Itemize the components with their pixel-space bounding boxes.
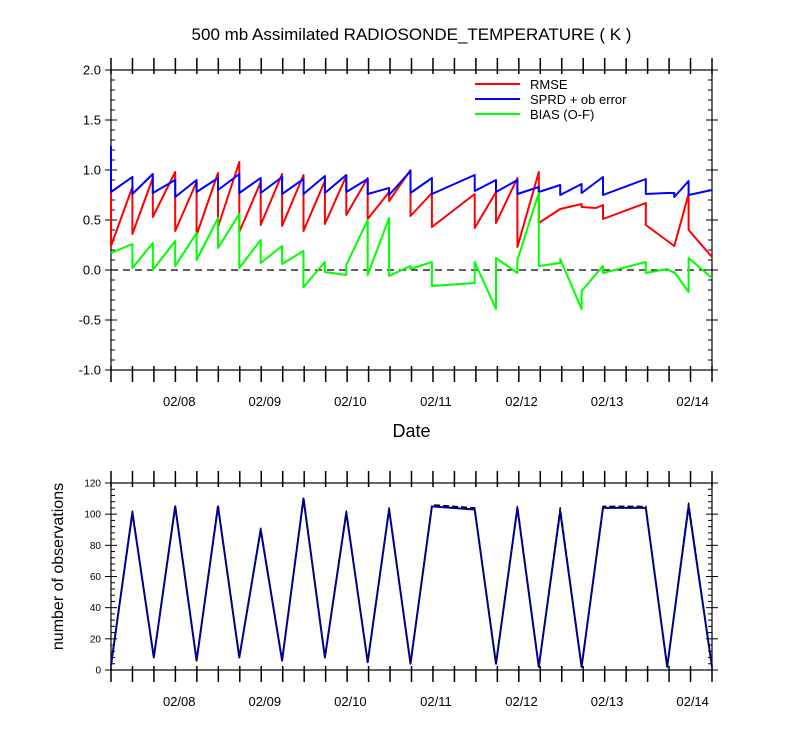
y-tick-label: 60 (90, 572, 102, 583)
x-axis-label: Date (392, 421, 430, 441)
y-tick-label: 80 (90, 541, 102, 552)
x-tick-label: 02/09 (249, 694, 282, 709)
legend-label: BIAS (O-F) (530, 107, 594, 122)
y-tick-label: 1.0 (83, 163, 101, 178)
y-tick-label: 2.0 (83, 63, 101, 78)
y-tick-label: 100 (84, 510, 101, 521)
y-tick-label: 0 (95, 666, 101, 677)
x-tick-label: 02/14 (676, 394, 709, 409)
plot-frame (110, 482, 713, 671)
x-tick-label: 02/10 (334, 694, 367, 709)
x-tick-label: 02/13 (591, 394, 624, 409)
y-tick-label: -0.5 (79, 313, 101, 328)
series-line-bias-o-f (110, 192, 713, 310)
y-tick-label: 40 (90, 603, 102, 614)
x-tick-label: 02/12 (505, 694, 538, 709)
x-tick-label: 02/11 (420, 694, 452, 709)
x-tick-label: 02/14 (676, 694, 709, 709)
x-tick-label: 02/12 (505, 394, 538, 409)
top-panel: -1.0 -0.5 0.0 0.5 1.0 1.5 2.0 02/08 02/09 02/10 02… (79, 25, 718, 441)
x-tick-label: 02/09 (249, 394, 282, 409)
y-tick-label: 0.5 (83, 213, 101, 228)
x-tick-label: 02/08 (163, 694, 196, 709)
y-tick-label: 20 (90, 634, 102, 645)
x-tick-label: 02/08 (163, 394, 196, 409)
series-line-sprd-ob-error (110, 146, 713, 198)
y-tick-label: 120 (84, 479, 101, 490)
x-tick-label: 02/10 (334, 394, 367, 409)
y-tick-label: 1.5 (83, 113, 101, 128)
legend-label: SPRD + ob error (530, 92, 627, 107)
chart-title: 500 mb Assimilated RADIOSONDE_TEMPERATUR… (192, 25, 632, 44)
series-line-rmse (110, 148, 713, 258)
y-axis-label: number of observations (50, 483, 67, 650)
series-line-assimilated-observations (110, 497, 713, 668)
y-tick-label: -1.0 (79, 363, 101, 378)
x-tick-label: 02/11 (420, 394, 452, 409)
legend-label: RMSE (530, 77, 568, 92)
series-line-possible-observations (110, 496, 713, 668)
x-tick-label: 02/13 (591, 694, 624, 709)
bottom-panel: 0 20 40 60 80 100 120 02/08 02/09 02/10 02/11 02/12… (50, 471, 718, 709)
y-tick-label: 0.0 (83, 263, 101, 278)
